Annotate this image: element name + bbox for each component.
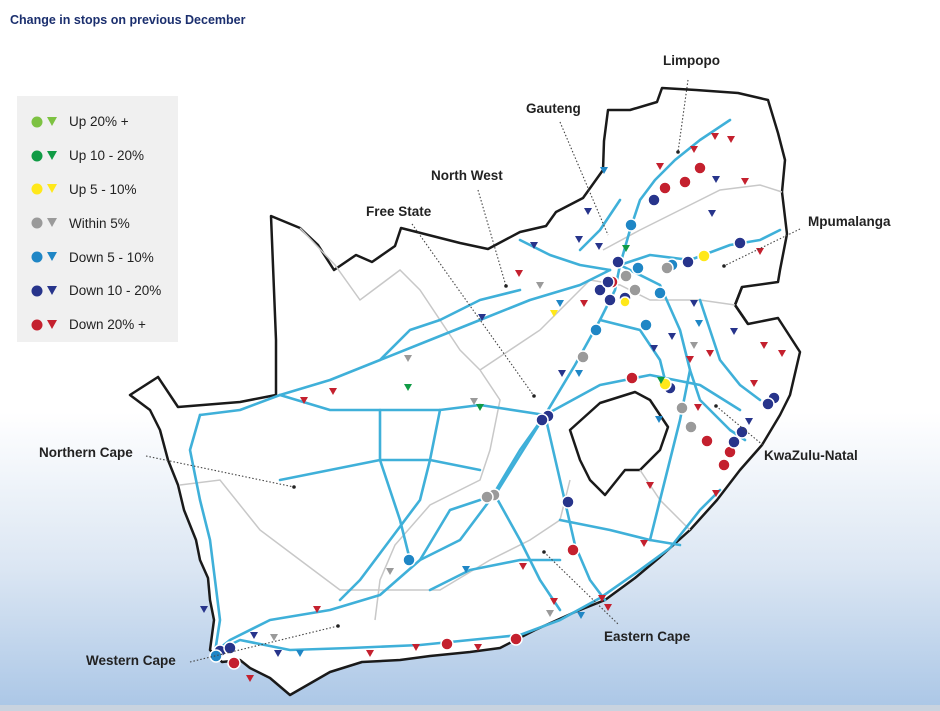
legend-marker-within-5-icon [31, 217, 57, 229]
province-label-western-cape: Western Cape [86, 653, 176, 668]
legend-label: Up 5 - 10% [69, 181, 137, 197]
legend: Up 20% + Up 10 - 20% Up 5 - 10% Within 5… [17, 96, 178, 342]
province-label-mpumalanga: Mpumalanga [808, 214, 891, 229]
province-label-limpopo: Limpopo [663, 53, 720, 68]
bottom-rule [0, 705, 940, 711]
legend-marker-down-20-icon [31, 319, 57, 331]
leader-dots [292, 150, 726, 628]
legend-marker-down-10-20-icon [31, 285, 57, 297]
province-label-kwazulu-natal: KwaZulu-Natal [764, 448, 858, 463]
legend-label: Down 20% + [69, 317, 146, 333]
legend-label: Up 20% + [69, 114, 129, 130]
legend-row-within-5: Within 5% [17, 206, 178, 240]
legend-row-up-20: Up 20% + [17, 105, 178, 139]
legend-label: Within 5% [69, 215, 130, 231]
legend-row-down-20: Down 20% + [17, 308, 178, 342]
lesotho-outline [568, 390, 670, 497]
province-label-north-west: North West [431, 168, 503, 183]
legend-marker-up-10-20-icon [31, 150, 57, 162]
legend-marker-up-5-10-icon [31, 183, 57, 195]
country-outline [128, 86, 802, 697]
province-label-gauteng: Gauteng [526, 101, 581, 116]
legend-row-down-10-20: Down 10 - 20% [17, 274, 178, 308]
province-label-northern-cape: Northern Cape [39, 445, 133, 460]
province-label-eastern-cape: Eastern Cape [604, 629, 691, 644]
page-title: Change in stops on previous December [10, 13, 246, 27]
legend-label: Up 10 - 20% [69, 148, 145, 164]
leader-lines [145, 79, 801, 663]
legend-label: Down 5 - 10% [69, 249, 154, 265]
legend-marker-down-5-10-icon [31, 251, 57, 263]
province-label-free-state: Free State [366, 204, 432, 219]
change-triangles [200, 133, 786, 682]
legend-row-down-5-10: Down 5 - 10% [17, 240, 178, 274]
legend-label: Down 10 - 20% [69, 283, 162, 299]
change-markers [209, 161, 781, 670]
legend-row-up-5-10: Up 5 - 10% [17, 173, 178, 207]
legend-row-up-10-20: Up 10 - 20% [17, 139, 178, 173]
legend-marker-up-20-icon [31, 116, 57, 128]
